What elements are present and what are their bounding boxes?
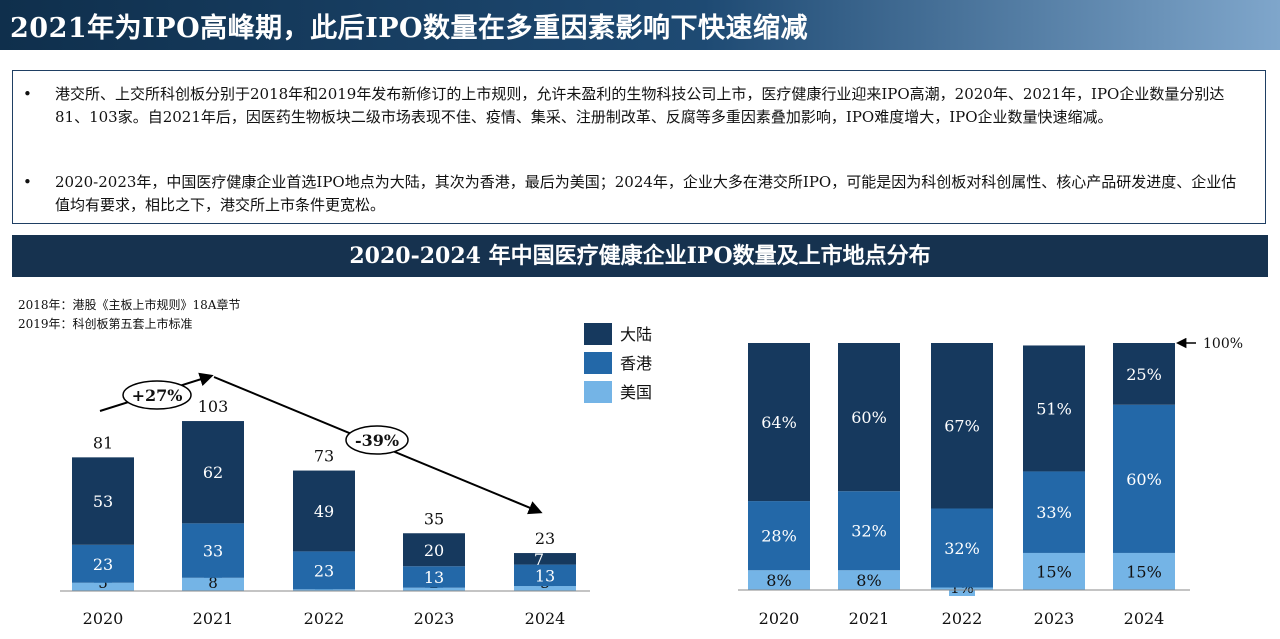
value-label: 5 [98, 574, 108, 592]
growth-badge-label: +27% [132, 386, 183, 405]
hundred-percent-label: 100% [1203, 336, 1243, 352]
pct-x-tick-label: 2023 [1034, 609, 1075, 628]
legend-label-香港: 香港 [620, 354, 652, 373]
pct-value-label: 33% [1036, 503, 1072, 522]
pct-bar-美国-2021 [838, 570, 900, 590]
pct-value-label: 15% [1126, 562, 1162, 581]
pct-value-label: 60% [1126, 470, 1162, 489]
bar-香港-2020 [72, 544, 134, 583]
value-label: 23 [93, 555, 113, 574]
pct-bar-香港-2024 [1113, 404, 1175, 553]
pct-bar-香港-2022 [931, 508, 993, 588]
total-label: 35 [424, 509, 444, 528]
bar-香港-2023 [403, 566, 465, 588]
bar-大陆-2022 [293, 470, 355, 552]
pct-value-label: 51% [1036, 399, 1072, 418]
pct-value-label: 60% [851, 408, 887, 427]
pct-value-label: 8% [766, 571, 791, 590]
pct-bar-香港-2023 [1023, 471, 1085, 553]
summary-box: • 港交所、上交所科创板分别于2018年和2019年发布新修订的上市规则，允许未… [12, 70, 1266, 224]
bar-香港-2024 [514, 564, 576, 587]
pct-value-label: 64% [761, 413, 797, 432]
section-header: 2020-2024 年中国医疗健康企业IPO数量及上市地点分布 [12, 235, 1268, 277]
value-label: 13 [424, 568, 444, 587]
pct-bar-香港-2021 [838, 491, 900, 571]
pct-bar-美国-2023 [1023, 552, 1085, 590]
value-label: 13 [535, 566, 555, 585]
pct-x-tick-label: 2022 [942, 609, 983, 628]
value-label: 53 [93, 492, 113, 511]
pct-bar-大陆-2022 [931, 343, 993, 509]
bullet-marker: • [23, 173, 32, 191]
total-label: 81 [93, 433, 113, 452]
total-label: 73 [314, 447, 334, 466]
bullet-marker: • [23, 85, 32, 103]
total-label: 103 [198, 397, 229, 416]
pct-bar-香港-2020 [748, 501, 810, 571]
decline-badge-label: -39% [355, 431, 399, 450]
decline-badge [345, 425, 409, 455]
pct-x-tick-label: 2024 [1124, 609, 1165, 628]
x-tick-label: 2021 [193, 609, 234, 628]
page-title: 2021年为IPO高峰期，此后IPO数量在多重因素影响下快速缩减 [10, 13, 809, 44]
x-tick-label: 2023 [414, 609, 455, 628]
pct-bar-大陆-2024 [1113, 343, 1175, 405]
value-label: 62 [203, 463, 223, 482]
pct-x-tick-label: 2020 [759, 609, 800, 628]
total-label: 23 [535, 529, 555, 548]
value-label: 49 [314, 502, 334, 521]
x-tick-label: 2024 [525, 609, 566, 628]
section-title: 2020-2024 年中国医疗健康企业IPO数量及上市地点分布 [349, 243, 931, 269]
pct-value-label: 25% [1126, 365, 1162, 384]
legend-label-美国: 美国 [620, 383, 652, 402]
pct-x-tick-label: 2021 [849, 609, 890, 628]
value-label: 23 [314, 561, 334, 580]
x-tick-label: 2020 [83, 609, 124, 628]
pct-value-label: 67% [944, 417, 980, 436]
bar-大陆-2020 [72, 457, 134, 545]
bullet-text-2: 2020-2023年，中国医疗健康企业首选IPO地点为大陆，其次为香港，最后为美… [55, 173, 1237, 214]
bar-香港-2021 [182, 523, 244, 578]
pct-bar-美国-2024 [1113, 552, 1175, 590]
note-2018: 2018年：港股《主板上市规则》18A章节 [18, 298, 241, 312]
bar-大陆-2021 [182, 421, 244, 524]
pct-value-label: 15% [1036, 562, 1072, 581]
legend-swatch-美国 [584, 381, 612, 403]
bar-香港-2022 [293, 551, 355, 590]
value-label: 33 [203, 542, 223, 561]
legend-swatch-香港 [584, 352, 612, 374]
pct-value-label: 28% [761, 527, 797, 546]
bullet-text-1: 港交所、上交所科创板分别于2018年和2019年发布新修订的上市规则，允许未盈利… [55, 85, 1225, 126]
us-label-box [204, 574, 222, 591]
x-tick-label: 2022 [304, 609, 345, 628]
value-label: 7 [534, 550, 544, 569]
note-2019: 2019年：科创板第五套上市标准 [18, 317, 193, 331]
growth-badge [122, 380, 192, 410]
pct-value-label: 32% [944, 539, 980, 558]
pct-bar-美国-2020 [748, 570, 810, 590]
legend-swatch-大陆 [584, 323, 612, 345]
bar-大陆-2024 [514, 553, 576, 565]
pct-value-label: 8% [856, 571, 881, 590]
pct-bar-大陆-2020 [748, 343, 810, 502]
pct-bar-大陆-2023 [1023, 345, 1085, 472]
title-bar: 2021年为IPO高峰期，此后IPO数量在多重因素影响下快速缩减 [0, 0, 1280, 50]
pct-bar-大陆-2021 [838, 343, 900, 492]
pct-value-label: 32% [851, 522, 887, 541]
value-label: 8 [208, 574, 218, 592]
value-label: 20 [424, 541, 444, 560]
bar-大陆-2023 [403, 533, 465, 567]
legend-label-大陆: 大陆 [620, 325, 652, 344]
